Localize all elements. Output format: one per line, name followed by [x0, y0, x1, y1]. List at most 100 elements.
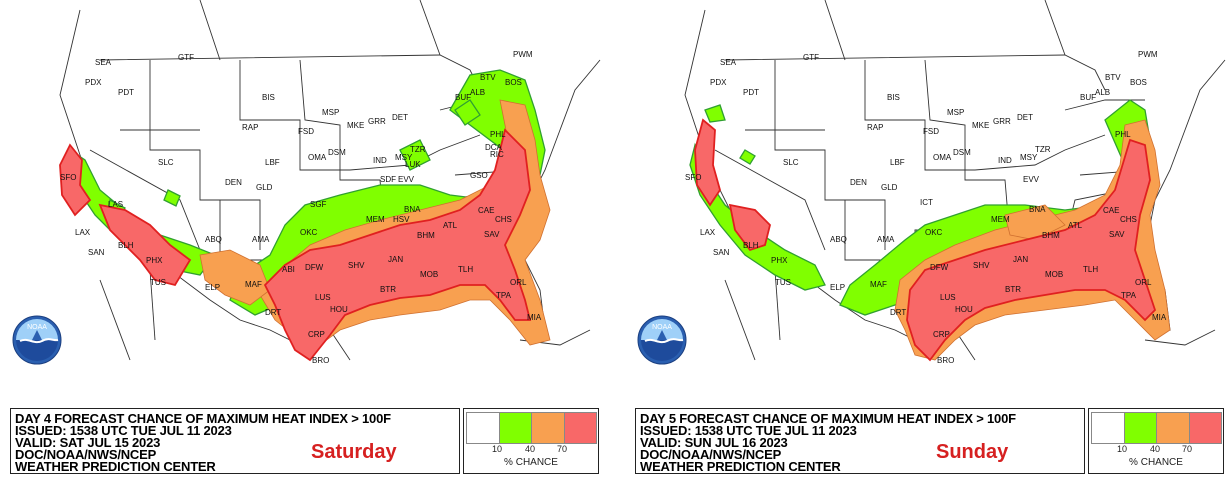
legend-tick-40: 40	[1150, 444, 1161, 454]
legend-swatch-0-10	[1092, 413, 1125, 443]
city-label-bis: BIS	[887, 93, 900, 102]
city-label-okc: OKC	[925, 228, 943, 237]
day4-footer-box: DAY 4 FORECAST CHANCE OF MAXIMUM HEAT IN…	[10, 408, 460, 474]
city-label-bro: BRO	[312, 356, 329, 365]
legend-tick-70: 70	[557, 444, 568, 454]
city-label-grr: GRR	[993, 117, 1011, 126]
legend-title: % CHANCE	[1129, 457, 1183, 468]
city-label-crp: CRP	[308, 330, 325, 339]
city-label-dfw: DFW	[930, 263, 949, 272]
city-label-ama: AMA	[877, 235, 895, 244]
city-label-sav: SAV	[1109, 230, 1125, 239]
footer-line-center: WEATHER PREDICTION CENTER	[15, 459, 216, 474]
city-labels: SEA PDT GTF BIS PWM BTV ALB PDX BOS RAP FSD MSP MKE G…	[685, 50, 1167, 365]
city-label-abi: ABI	[282, 265, 295, 274]
city-label-slc: SLC	[158, 158, 174, 167]
city-label-atl: ATL	[443, 221, 458, 230]
city-label-shv: SHV	[348, 261, 365, 270]
city-label-abq: ABQ	[205, 235, 222, 244]
city-label-sfo: SFO	[60, 173, 76, 182]
city-label-dsm: DSM	[953, 148, 971, 157]
risk-area-above-70	[59, 128, 532, 362]
city-label-tlh: TLH	[458, 265, 473, 274]
city-label-ict: ICT	[920, 198, 933, 207]
city-label-lax: LAX	[700, 228, 716, 237]
city-label-bhm: BHM	[1042, 231, 1060, 240]
city-label-phx: PHX	[771, 256, 788, 265]
city-label-ind: IND	[998, 156, 1012, 165]
city-label-mob: MOB	[420, 270, 438, 279]
city-label-fsd: FSD	[923, 127, 939, 136]
day4-legend: 10 40 70 % CHANCE	[463, 408, 599, 474]
city-label-bna: BNA	[404, 205, 421, 214]
city-label-bna: BNA	[1029, 205, 1046, 214]
city-label-sav: SAV	[484, 230, 500, 239]
city-labels: SEA PDT GTF BIS PWM BTV ALB PDX BOS RAP FSD MSP MKE G…	[60, 50, 542, 365]
legend-swatches	[466, 412, 597, 444]
city-label-pwm: PWM	[513, 50, 533, 59]
footer-line-agency: DOC/NOAA/NWS/NCEP	[640, 447, 782, 462]
noaa-logo-text: NOAA	[27, 324, 47, 331]
legend-swatches	[1091, 412, 1222, 444]
city-label-sea: SEA	[95, 58, 112, 67]
day5-forecast-map: SEA PDT GTF BIS PWM BTV ALB PDX BOS RAP FSD MSP MKE G…	[684, 0, 1226, 365]
city-label-san: SAN	[88, 248, 105, 257]
footer-line-issued: ISSUED: 1538 UTC TUE JUL 11 2023	[640, 423, 857, 438]
city-label-chs: CHS	[1120, 215, 1137, 224]
city-label-blh: BLH	[118, 241, 134, 250]
city-label-pwm: PWM	[1138, 50, 1158, 59]
city-label-mke: MKE	[972, 121, 989, 130]
city-label-orl: ORL	[510, 278, 527, 287]
legend-swatch-0-10	[467, 413, 500, 443]
city-label-sgf: SGF	[310, 200, 327, 209]
city-label-ric: RIC	[490, 150, 504, 159]
city-label-gso: GSO	[470, 171, 488, 180]
city-label-ind: IND	[373, 156, 387, 165]
city-label-lus: LUS	[940, 293, 956, 302]
footer-line-center: WEATHER PREDICTION CENTER	[640, 459, 841, 474]
legend-tick-10: 10	[1117, 444, 1128, 454]
city-label-alb: ALB	[1095, 88, 1110, 97]
city-label-mke: MKE	[347, 121, 364, 130]
city-label-rap: RAP	[867, 123, 883, 132]
city-label-phl: PHL	[490, 130, 506, 139]
city-label-evv: EVV	[1023, 175, 1040, 184]
day-label-sunday: Sunday	[936, 441, 1009, 463]
day5-panel: SEA PDT GTF BIS PWM BTV ALB PDX BOS RAP FSD MSP MKE G…	[625, 0, 1230, 478]
city-label-oma: OMA	[308, 153, 327, 162]
footer-line-issued: ISSUED: 1538 UTC TUE JUL 11 2023	[15, 423, 232, 438]
city-label-ama: AMA	[252, 235, 270, 244]
city-label-rap: RAP	[242, 123, 258, 132]
city-label-dsm: DSM	[328, 148, 346, 157]
day5-footer-box: DAY 5 FORECAST CHANCE OF MAXIMUM HEAT IN…	[635, 408, 1085, 474]
city-label-msy: MSY	[395, 153, 413, 162]
city-label-mia: MIA	[527, 313, 542, 322]
city-label-bis: BIS	[262, 93, 275, 102]
city-label-okc: OKC	[300, 228, 318, 237]
city-label-tlh: TLH	[1083, 265, 1098, 274]
city-label-den: DEN	[225, 178, 242, 187]
city-label-gtf: GTF	[178, 53, 194, 62]
city-label-pdt: PDT	[743, 88, 759, 97]
city-label-bos: BOS	[1130, 78, 1147, 87]
city-label-orl: ORL	[1135, 278, 1152, 287]
city-label-mem: MEM	[366, 215, 385, 224]
city-label-jan: JAN	[1013, 255, 1028, 264]
city-label-maf: MAF	[245, 280, 262, 289]
legend-swatch-10-40	[499, 413, 532, 443]
city-label-den: DEN	[850, 178, 867, 187]
legend-tick-10: 10	[492, 444, 503, 454]
city-label-evv: EVV	[398, 175, 415, 184]
city-label-sdf: SDF	[380, 175, 396, 184]
city-label-hou: HOU	[330, 305, 348, 314]
city-label-lbf: LBF	[265, 158, 280, 167]
footer-line-agency: DOC/NOAA/NWS/NCEP	[15, 447, 157, 462]
city-label-hou: HOU	[955, 305, 973, 314]
city-label-tus: TUS	[150, 278, 166, 287]
city-label-btr: BTR	[1005, 285, 1021, 294]
city-label-buf: BUF	[1080, 93, 1096, 102]
footer-line-title: DAY 4 FORECAST CHANCE OF MAXIMUM HEAT IN…	[15, 411, 391, 426]
city-label-btv: BTV	[1105, 73, 1121, 82]
city-label-dfw: DFW	[305, 263, 324, 272]
city-label-bos: BOS	[505, 78, 522, 87]
